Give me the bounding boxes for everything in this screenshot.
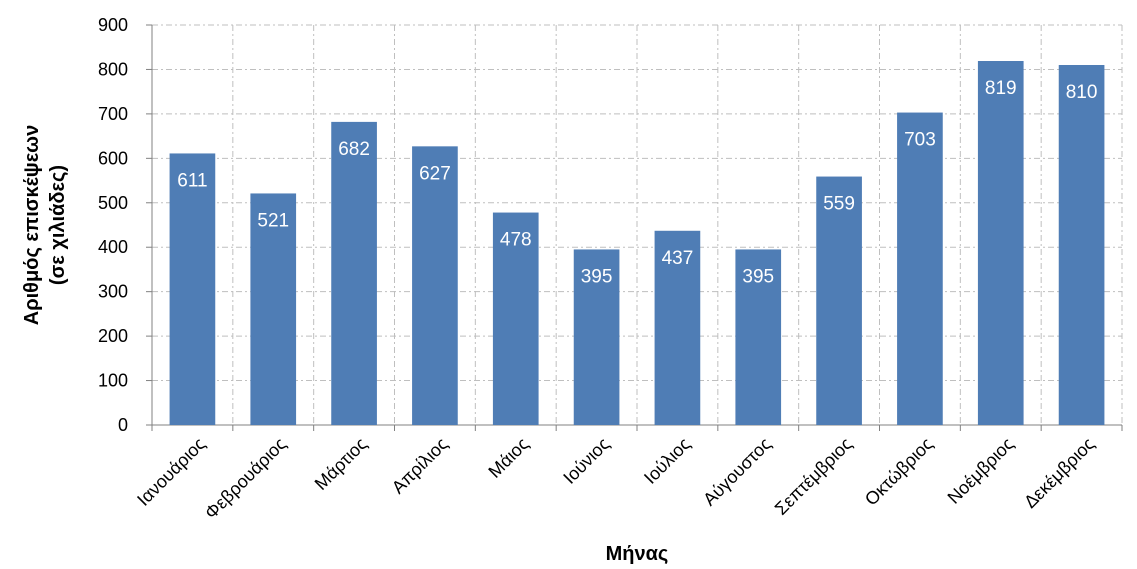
x-tick-label: Σεπτέμβριος	[771, 433, 856, 518]
y-tick-labels: 0 100 200 300 400 500 600 700 800 900	[98, 15, 128, 435]
y-axis-title-line2: (σε χιλιάδες)	[47, 165, 69, 285]
y-tick-label: 300	[98, 282, 128, 302]
data-label: 627	[419, 163, 451, 184]
bar	[250, 193, 297, 425]
bars	[169, 61, 1105, 426]
bar	[735, 249, 782, 425]
bar	[816, 176, 862, 425]
x-tick-label: Ιανουάριος	[133, 433, 209, 509]
x-axis-title: Μήνας	[606, 543, 669, 565]
data-label: 559	[823, 194, 855, 215]
data-label: 478	[500, 230, 532, 251]
data-label: 521	[257, 210, 289, 231]
x-tick-label: Ιούλιος	[640, 433, 694, 487]
bar	[573, 249, 620, 425]
data-label: 395	[581, 266, 613, 287]
x-tick-label: Αύγουστος	[699, 433, 775, 509]
bar	[897, 112, 943, 426]
bar	[492, 212, 539, 425]
data-label: 611	[177, 170, 207, 191]
y-tick-label: 0	[118, 415, 128, 435]
bar	[412, 146, 458, 426]
y-tick-label: 100	[98, 371, 128, 391]
y-axis-title-line1: Αριθμός επισκέψεων	[21, 125, 43, 325]
y-tick-label: 700	[98, 104, 128, 124]
x-tick-label: Νοέμβριος	[944, 433, 1018, 507]
y-tick-label: 800	[98, 59, 128, 79]
x-tick-label: Οκτώβριος	[861, 433, 937, 509]
x-tick-label: Ιούνιος	[559, 433, 613, 487]
data-label: 395	[742, 266, 774, 287]
data-label: 810	[1066, 82, 1098, 103]
data-labels: 611 521 682 627 478 395 437 395 559 703 819 810	[177, 78, 1097, 287]
bar	[331, 121, 377, 425]
x-tick-label: Μάιος	[484, 433, 532, 481]
data-label: 682	[338, 139, 370, 160]
data-label: 703	[904, 130, 936, 151]
y-tick-label: 600	[98, 148, 128, 168]
y-tick-label: 900	[98, 15, 128, 35]
x-tick-label: Δεκέμβριος	[1020, 433, 1099, 512]
y-tick-label: 400	[98, 237, 128, 257]
data-label: 819	[985, 78, 1017, 99]
axes	[146, 24, 1123, 431]
bar	[169, 153, 216, 425]
x-tick-label: Μάρτιος	[311, 433, 371, 493]
bar	[1058, 65, 1105, 425]
x-tick-label: Φεβρουάριος	[201, 433, 290, 522]
data-label: 437	[662, 248, 694, 269]
grid-lines	[152, 24, 1123, 425]
y-tick-label: 500	[98, 193, 128, 213]
x-tick-label: Απρίλιος	[388, 433, 452, 497]
bar	[977, 61, 1024, 425]
bar	[654, 230, 701, 425]
y-tick-label: 200	[98, 326, 128, 346]
